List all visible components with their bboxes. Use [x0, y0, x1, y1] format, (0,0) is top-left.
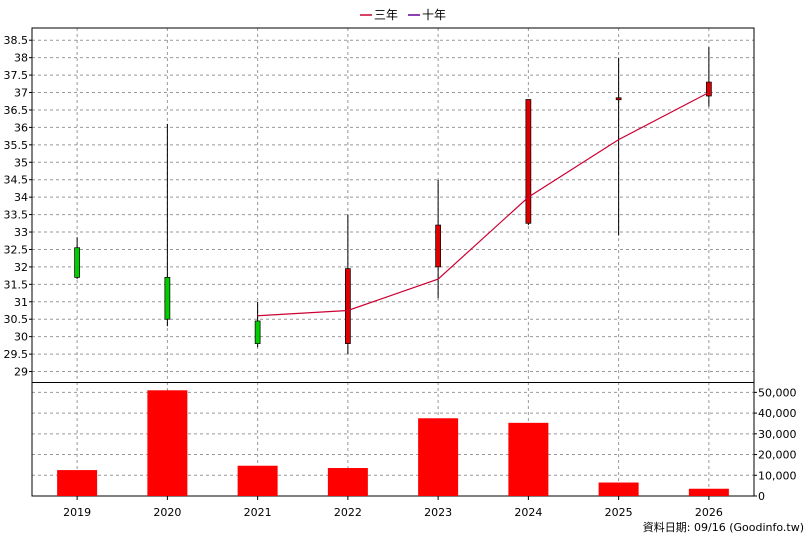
volume-bars: [57, 390, 729, 496]
volume-axis: 0 10,000 20,000 30,000 40,000 50,000: [754, 386, 797, 503]
x-tick-label: 2024: [514, 506, 542, 519]
plot-border: [31, 27, 755, 497]
price-tick-label: 38: [14, 52, 28, 65]
price-tick-label: 31: [14, 296, 28, 309]
price-tick-label: 37.5: [4, 69, 29, 82]
price-tick-label: 37: [14, 87, 28, 100]
candle-body: [706, 81, 712, 97]
candle-body: [345, 268, 351, 344]
price-tick-label: 36.5: [4, 104, 29, 117]
volume-tick-label: 20,000: [758, 449, 797, 462]
volume-tick-label: 50,000: [758, 386, 797, 399]
x-tick-label: 2023: [424, 506, 452, 519]
legend-label: 十年: [422, 8, 446, 22]
volume-bar: [147, 390, 188, 496]
price-tick-label: 33.5: [4, 209, 29, 222]
price-tick-label: 38.5: [4, 34, 29, 47]
price-tick-label: 29: [14, 366, 28, 379]
x-tick-label: 2019: [63, 506, 91, 519]
legend: 三年 十年: [360, 8, 446, 22]
x-tick-label: 2022: [334, 506, 362, 519]
price-tick-label: 32: [14, 261, 28, 274]
line-series: [257, 91, 710, 317]
x-tick-label: 2021: [244, 506, 272, 519]
grid-lines: [32, 28, 754, 496]
x-tick-label: 2020: [153, 506, 181, 519]
data-date-credit: 資料日期: 09/16 (Goodinfo.tw): [643, 520, 804, 534]
price-tick-label: 30: [14, 331, 28, 344]
candlesticks: [74, 47, 712, 355]
volume-bar: [327, 468, 368, 496]
candle-body: [74, 247, 80, 278]
price-tick-label: 34: [14, 191, 28, 204]
x-axis: 2019 2020 2021 2022 2023 2024 2025 2026: [63, 496, 723, 519]
price-tick-label: 32.5: [4, 243, 29, 256]
volume-bar: [508, 422, 549, 496]
plot-frame: [31, 27, 755, 497]
volume-tick-label: 0: [758, 490, 765, 503]
price-tick-label: 33: [14, 226, 28, 239]
price-tick-label: 31.5: [4, 278, 29, 291]
candle-body: [525, 99, 532, 224]
volume-bar: [598, 482, 639, 496]
price-tick-label: 34.5: [4, 174, 29, 187]
legend-label: 三年: [374, 8, 398, 22]
candle-body: [254, 320, 261, 344]
x-tick-label: 2026: [695, 506, 723, 519]
volume-bar: [57, 470, 98, 496]
price-tick-label: 36: [14, 121, 28, 134]
price-tick-label: 29.5: [4, 348, 29, 361]
price-tick-label: 35.5: [4, 139, 29, 152]
candle-body: [435, 224, 441, 268]
candle-body: [164, 277, 171, 320]
volume-tick-label: 30,000: [758, 428, 797, 441]
price-tick-label: 30.5: [4, 313, 29, 326]
line-series-path: [257, 91, 710, 317]
volume-tick-label: 10,000: [758, 469, 797, 482]
candle-body: [615, 97, 622, 101]
volume-bar: [688, 488, 729, 496]
volume-bar: [237, 465, 278, 496]
volume-tick-label: 40,000: [758, 407, 797, 420]
x-tick-label: 2025: [605, 506, 633, 519]
price-axis: 29 29.5 30 30.5 31 31.5 32 32.5 33 33.5 34 34.5 35 35…: [4, 34, 32, 379]
price-tick-label: 35: [14, 156, 28, 169]
volume-bar: [418, 418, 459, 496]
